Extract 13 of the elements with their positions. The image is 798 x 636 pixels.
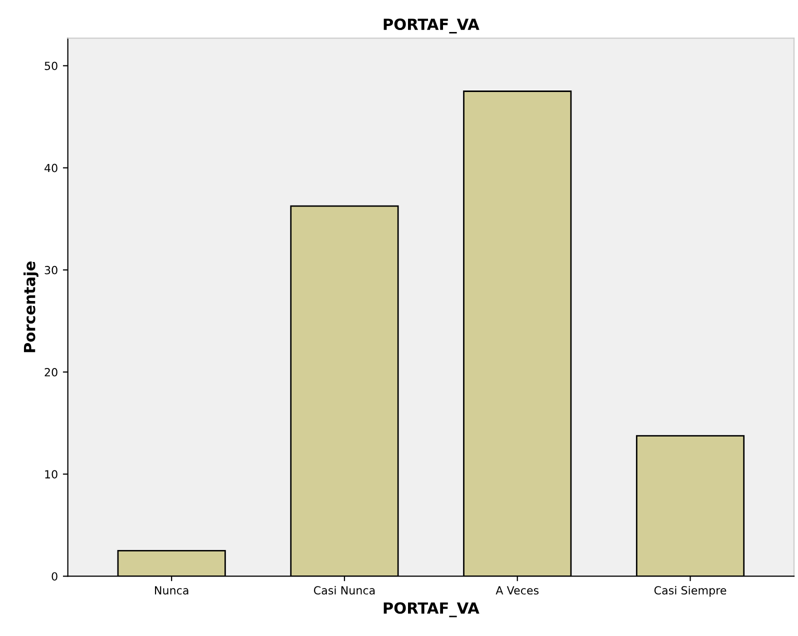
x-tick-label: A Veces [496, 586, 539, 595]
y-tick-label: 0 [52, 572, 58, 581]
chart-title: PORTAF_VA [384, 18, 480, 34]
y-tick-label: 10 [45, 470, 58, 478]
y-tick-label: 40 [44, 164, 58, 172]
x-tick-label: Nunca [155, 586, 188, 595]
y-tick-label: 20 [44, 368, 58, 376]
x-axis-title: PORTAF_VA [384, 602, 480, 618]
x-tick-label: Casi Nunca [314, 586, 375, 595]
y-axis-title: Porcentaje [24, 262, 38, 352]
y-tick-label: 50 [44, 62, 58, 70]
x-tick-label: Casi Siempre [654, 586, 726, 597]
y-tick-label: 30 [44, 266, 58, 274]
